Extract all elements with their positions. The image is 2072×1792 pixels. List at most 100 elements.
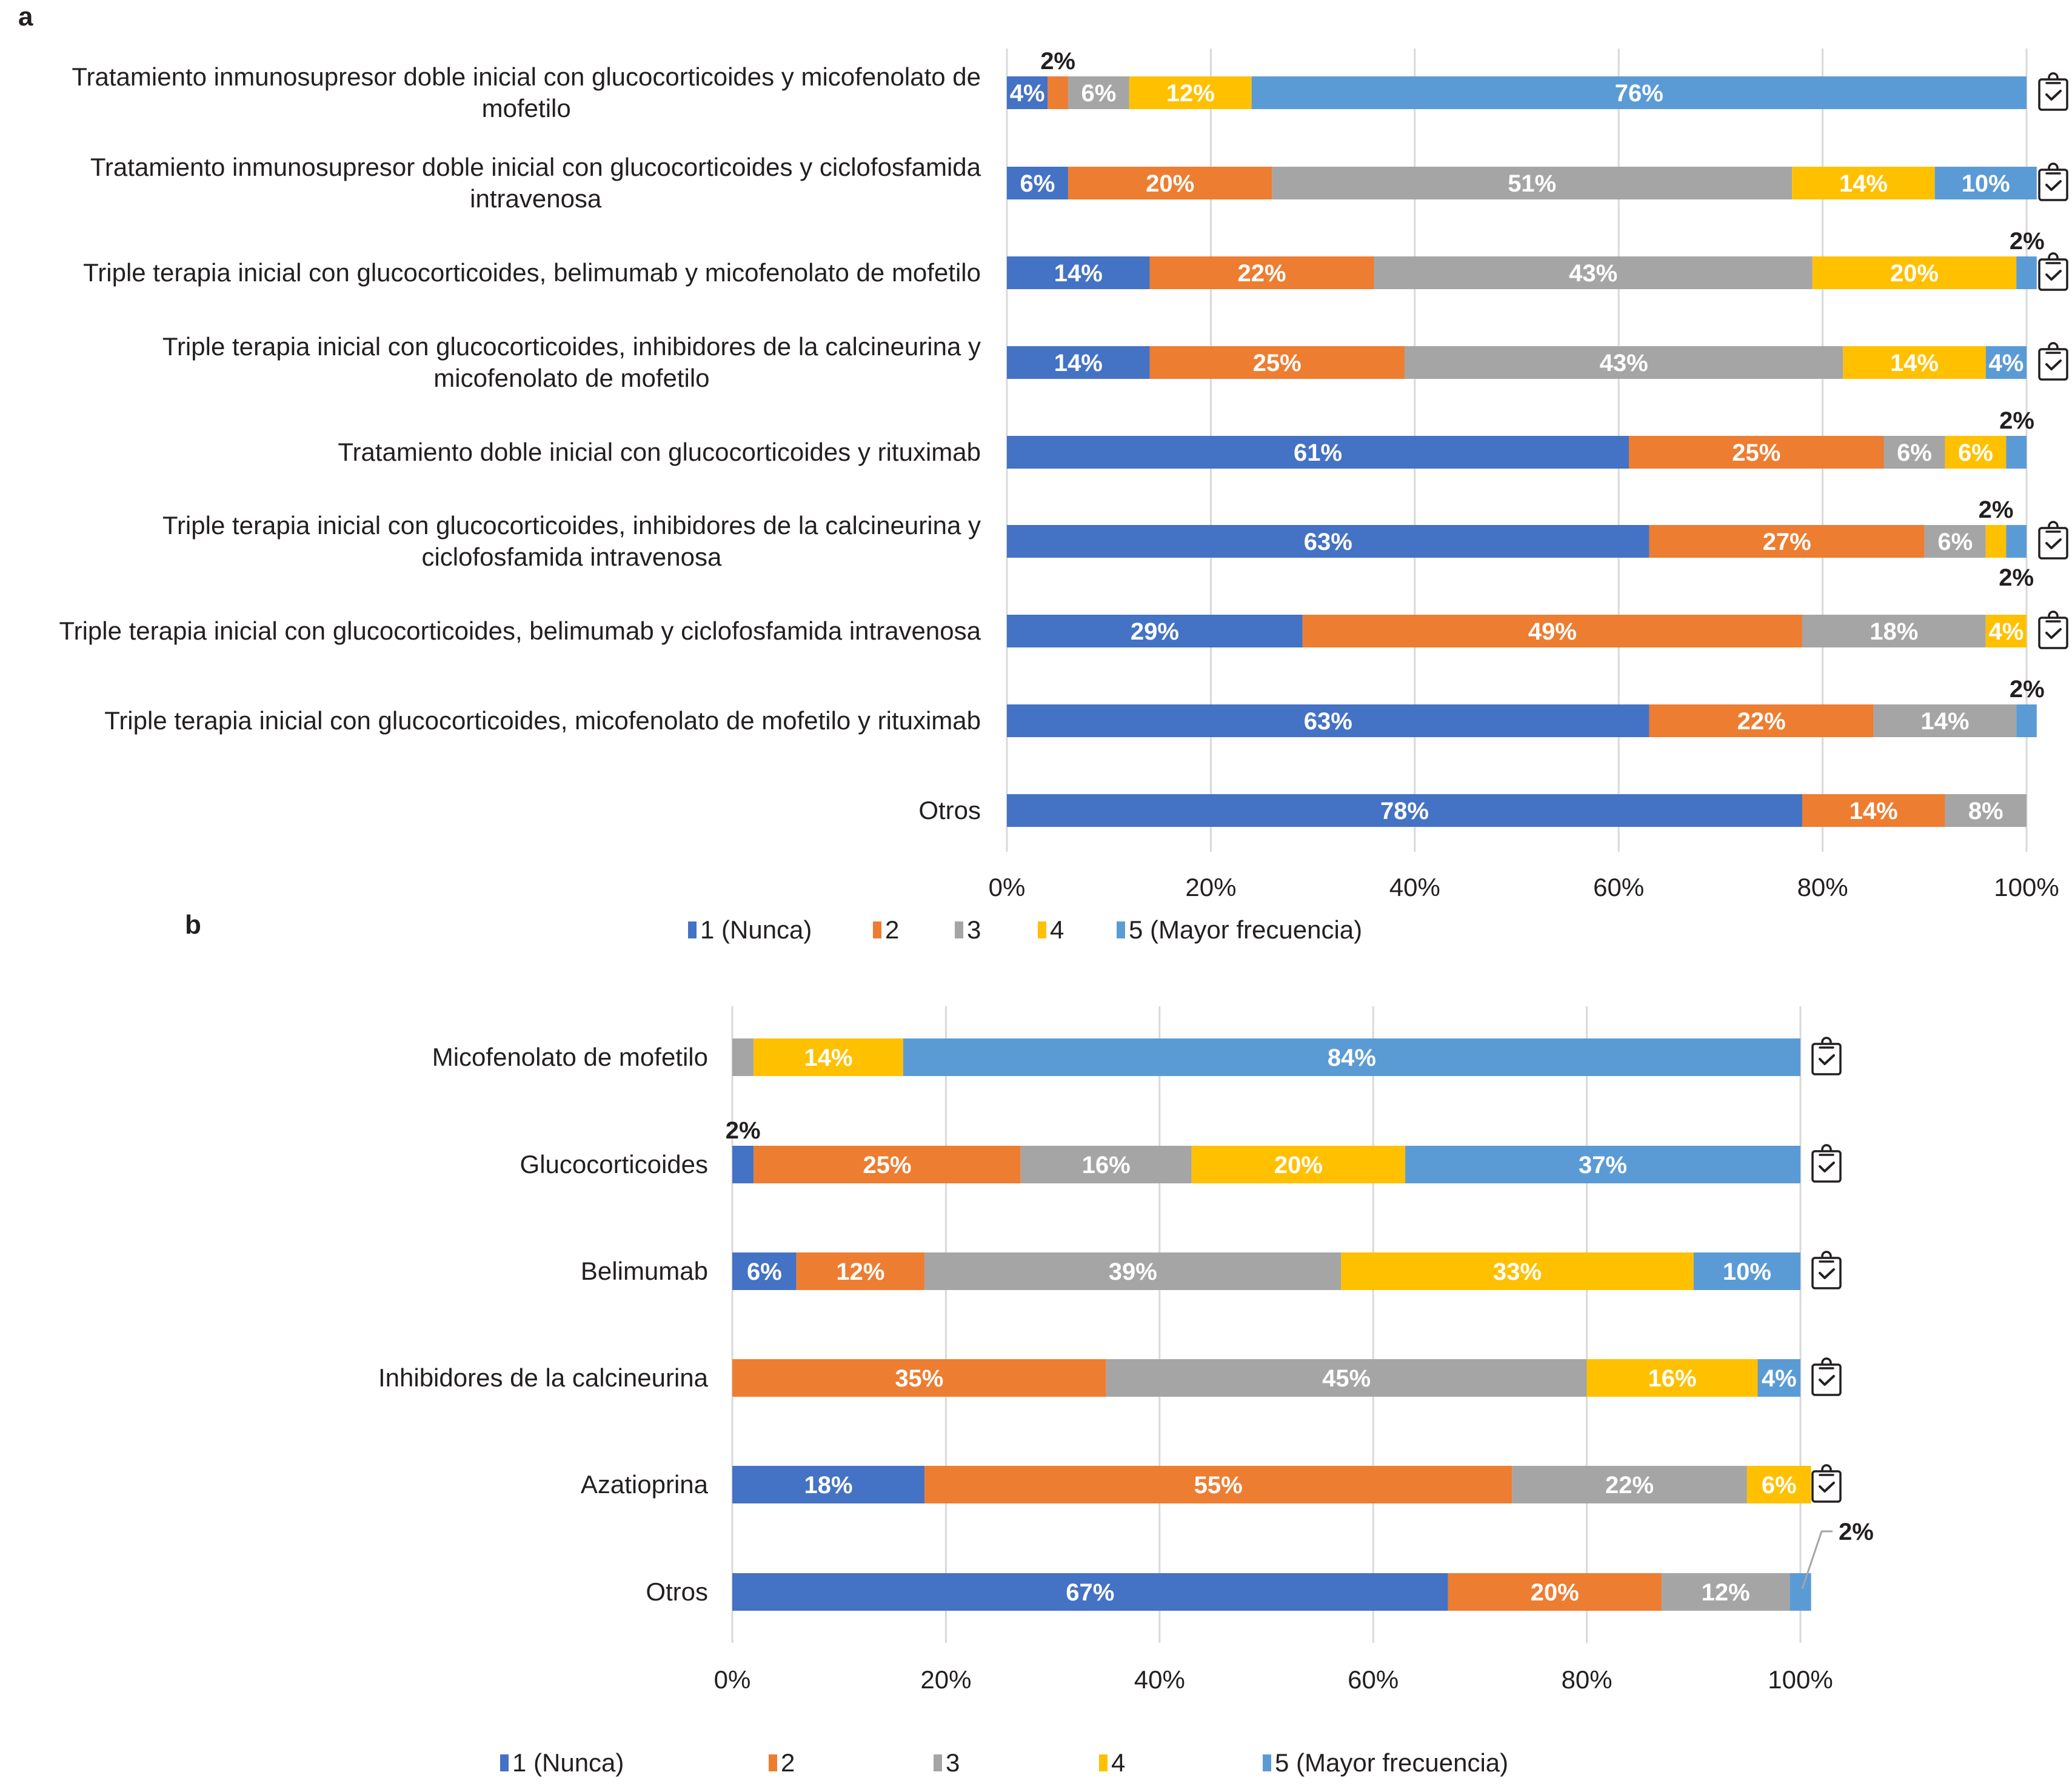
check-mark <box>2045 180 2062 191</box>
legend-label: 1 (Nunca) <box>512 1748 624 1777</box>
data-label: 22% <box>1605 1472 1654 1499</box>
bar-row: Micofenolato de mofetilo 14% 84% <box>432 1037 1842 1076</box>
bar-segment <box>754 1146 1021 1183</box>
legend-item: 1 (Nunca) <box>688 915 812 944</box>
x-tick-label: 40% <box>1389 873 1440 901</box>
data-label-outside: 2% <box>726 1117 761 1144</box>
data-label: 10% <box>1962 170 2010 197</box>
bar-segment <box>1512 1466 1747 1503</box>
data-label: 18% <box>804 1472 853 1499</box>
bar-segment <box>1883 436 1945 469</box>
clipboard-check-icon <box>2038 252 2068 291</box>
check-mark <box>2045 628 2062 639</box>
data-label: 63% <box>1304 529 1352 555</box>
clipboard-clip <box>2045 162 2061 175</box>
legend-label: 5 (Mayor frecuencia) <box>1129 915 1362 944</box>
bar-row: Triple terapia inicial con glucocorticoi… <box>162 332 2068 392</box>
bar-segment <box>1191 1146 1406 1183</box>
legend-swatch <box>1038 921 1046 938</box>
clipboard-body <box>2038 78 2068 111</box>
data-label: 14% <box>1839 170 1888 197</box>
bar-segment <box>1007 256 1150 289</box>
legend-label: 4 <box>1111 1748 1125 1777</box>
clipboard-clip <box>1819 1357 1834 1369</box>
data-label: 6% <box>747 1259 782 1285</box>
data-label-outside: 2% <box>1999 564 2034 591</box>
bar-segment <box>1404 346 1843 379</box>
panel-b: b 0% 20% 40% 60% 80% 100% Micofenolato de mofet… <box>185 910 1874 1777</box>
clipboard-check-icon <box>1811 1357 1842 1396</box>
bar-segment <box>1007 794 1802 827</box>
bar-segment <box>732 1466 925 1503</box>
bar-segment <box>1746 1466 1811 1503</box>
category-label: Triple terapia inicial con glucocorticoi… <box>162 511 981 540</box>
data-label: 61% <box>1294 440 1342 466</box>
bar-segment <box>2016 256 2037 289</box>
clipboard-check-icon <box>2038 342 2068 381</box>
data-label: 6% <box>1958 440 1993 466</box>
bar-segment <box>1985 525 2007 558</box>
bar-segment <box>1374 256 1813 289</box>
bar-segment <box>1068 76 1129 109</box>
clipboard-clip <box>2045 252 2061 264</box>
category-label: Tratamiento inmunosupresor doble inicial… <box>90 153 981 181</box>
bar-segment <box>1149 346 1405 379</box>
bar-segment <box>732 1252 797 1290</box>
legend-item: 3 <box>934 1748 960 1777</box>
bar-segment <box>1693 1252 1800 1290</box>
data-label: 16% <box>1082 1152 1131 1179</box>
bar-segment <box>1007 346 1150 379</box>
bar-row: Tratamiento inmunosupresor doble inicial… <box>72 48 2068 122</box>
data-label: 6% <box>1937 529 1973 555</box>
clipboard-body <box>1811 1363 1842 1396</box>
data-label-outside: 2% <box>1979 496 2014 523</box>
category-label: micofenolato de mofetilo <box>433 364 709 392</box>
bar-row: Triple terapia inicial con glucocorticoi… <box>59 610 2068 649</box>
category-label: intravenosa <box>470 184 602 213</box>
legend-label: 5 (Mayor frecuencia) <box>1275 1748 1508 1777</box>
legend-swatch <box>955 921 963 938</box>
bar-segment <box>1068 167 1272 199</box>
data-label: 4% <box>1762 1365 1797 1392</box>
bar-segment <box>1149 256 1374 289</box>
bar-row: Otros 78% 14% 8% <box>918 794 2027 827</box>
clipboard-clip <box>1819 1144 1834 1156</box>
data-label: 39% <box>1109 1259 1157 1285</box>
bar-segment <box>1985 346 2027 379</box>
bar-segment <box>1792 167 1935 199</box>
data-label: 6% <box>1020 170 1055 197</box>
check-mark <box>2045 270 2062 281</box>
check-mark <box>1819 1268 1835 1279</box>
legend-item: 5 (Mayor frecuencia) <box>1263 1748 1508 1777</box>
bar-row: Triple terapia inicial con glucocorticoi… <box>104 676 2045 737</box>
bar-segment <box>732 1359 1106 1397</box>
x-tick-label: 100% <box>1768 1665 1833 1694</box>
bar-segment <box>1020 1146 1192 1183</box>
data-label: 20% <box>1890 260 1939 287</box>
leader-line <box>1801 1530 1833 1590</box>
bar-segment <box>1812 256 2017 289</box>
data-label: 14% <box>1054 260 1103 287</box>
x-tick-label: 0% <box>714 1665 751 1694</box>
bar-row: Tratamiento doble inicial con glucocorti… <box>338 407 2034 469</box>
data-label: 29% <box>1131 618 1179 645</box>
bar-segment <box>2006 436 2027 469</box>
data-label-outside: 2% <box>2010 676 2045 703</box>
category-label: Otros <box>918 796 981 824</box>
legend-item: 3 <box>955 915 981 944</box>
bar-segment <box>1629 436 1884 469</box>
x-tick-label: 20% <box>1185 873 1236 901</box>
clipboard-clip <box>2045 610 2061 623</box>
data-label: 12% <box>836 1259 884 1285</box>
category-label: Belimumab <box>581 1257 708 1285</box>
category-label: Azatioprina <box>581 1470 709 1499</box>
data-label: 14% <box>1920 708 1969 735</box>
x-tick-label: 20% <box>920 1665 971 1694</box>
clipboard-body <box>1811 1470 1842 1503</box>
clipboard-check-icon <box>2038 72 2068 111</box>
data-label: 33% <box>1493 1259 1542 1285</box>
legend-item: 2 <box>769 1748 795 1777</box>
category-label: Inhibidores de la calcineurina <box>378 1363 709 1392</box>
bar-segment <box>1934 167 2037 199</box>
